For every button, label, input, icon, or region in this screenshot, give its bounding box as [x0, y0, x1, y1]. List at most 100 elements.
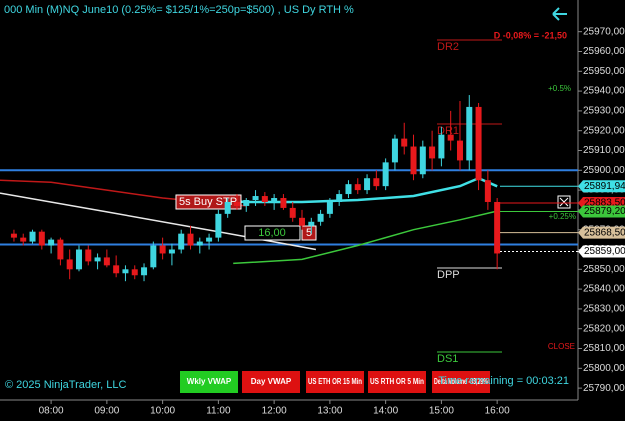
- candle-body: [38, 231, 45, 246]
- candle-body: [252, 196, 259, 200]
- plus-half-label: +0.5%: [548, 84, 571, 93]
- order-qty-box[interactable]: [301, 225, 317, 241]
- candle-body: [215, 213, 222, 238]
- daily-change: D -0,08% = -21,50: [494, 30, 567, 40]
- candle-body: [475, 106, 482, 181]
- y-tick-label: 25910,00: [583, 145, 625, 156]
- candle-body: [20, 237, 27, 242]
- price-label-box: [578, 205, 625, 218]
- candle-body: [66, 259, 73, 270]
- candle-body: [206, 237, 213, 242]
- candle-body: [10, 233, 17, 238]
- chart-title: 000 Min (M)NQ June10 (0.25%= $125/1%=250…: [4, 4, 354, 16]
- price-label-box: [578, 180, 625, 193]
- price-label: 25883,50: [584, 198, 625, 209]
- close-position-icon: [559, 197, 569, 207]
- y-tick-label: 25960,00: [583, 46, 625, 57]
- candle-body: [131, 269, 138, 276]
- y-tick-label: 25970,00: [583, 26, 625, 37]
- candle-body: [178, 233, 185, 250]
- candle-body: [401, 138, 408, 147]
- button-box: [306, 371, 364, 393]
- candle-body: [48, 239, 55, 246]
- button-label: Day VWAP: [251, 377, 292, 386]
- indicator-line: [0, 192, 317, 251]
- button-label: Delta Volume -33,29%: [434, 377, 488, 386]
- y-tick-label: 25800,00: [583, 363, 625, 374]
- candle-body: [410, 146, 417, 175]
- x-tick-label: 14:00: [373, 406, 398, 417]
- x-tick-label: 12:00: [262, 406, 287, 417]
- candle-body: [159, 245, 166, 254]
- button-box: [242, 371, 300, 393]
- indicator-button[interactable]: Day VWAP: [242, 371, 300, 393]
- candle-body: [168, 249, 175, 254]
- candle-body: [280, 198, 287, 208]
- x-tick-label: 15:00: [429, 406, 454, 417]
- candle-body: [271, 198, 278, 202]
- price-label-box: [578, 226, 625, 239]
- order-price-box[interactable]: [244, 225, 301, 241]
- candle-body: [85, 249, 92, 262]
- candle-body: [187, 233, 194, 246]
- candle-body: [75, 249, 82, 270]
- y-tick-label: 25830,00: [583, 304, 625, 315]
- back-arrow[interactable]: [552, 7, 567, 21]
- x-tick-label: 08:00: [39, 406, 64, 417]
- y-tick-label: 25930,00: [583, 106, 625, 117]
- copyright: © 2025 NinjaTrader, LLC: [5, 379, 126, 391]
- candle-body: [141, 267, 148, 276]
- candle-body: [447, 134, 454, 141]
- indicator-button[interactable]: Wkly VWAP: [180, 371, 238, 393]
- candle-body: [299, 217, 306, 226]
- y-tick-label: 25900,00: [583, 165, 625, 176]
- candle-body: [391, 138, 398, 163]
- candle-body: [317, 213, 324, 222]
- candle-body: [150, 245, 157, 268]
- candle-body: [196, 241, 203, 246]
- candle-body: [345, 184, 352, 195]
- candle-body: [224, 201, 231, 214]
- x-tick-label: 13:00: [317, 406, 342, 417]
- candle-body: [484, 180, 491, 202]
- button-box: [432, 371, 490, 393]
- y-tick-label: 25790,00: [583, 383, 625, 394]
- indicator-line: [233, 210, 496, 265]
- price-label: 25859,00: [584, 246, 625, 257]
- candle-body: [494, 201, 501, 254]
- y-tick-label: 25810,00: [583, 343, 625, 354]
- candle-body: [122, 269, 129, 274]
- candle-body: [326, 201, 333, 214]
- indicator-button[interactable]: US ETH OR 15 Min: [306, 371, 364, 393]
- candle-body: [429, 146, 436, 159]
- candle-body: [57, 239, 64, 260]
- ds1-label: DS1: [437, 353, 458, 365]
- indicator-button[interactable]: US RTH OR 5 Min: [368, 371, 426, 393]
- x-tick-label: 11:00: [206, 406, 231, 417]
- dr2-label: DR2: [437, 41, 459, 53]
- y-tick-label: 25920,00: [583, 125, 625, 136]
- price-label-box: [578, 245, 625, 258]
- indicator-button[interactable]: Delta Volume -33,29%: [432, 371, 490, 393]
- order-price: 16,00: [258, 227, 286, 239]
- button-label: US RTH OR 5 Min: [370, 377, 424, 386]
- y-tick-label: 25840,00: [583, 284, 625, 295]
- candle-body: [103, 257, 110, 266]
- x-tick-label: 16:00: [485, 406, 510, 417]
- candle-body: [308, 221, 315, 226]
- candle-body: [354, 184, 361, 191]
- y-tick-label: 25940,00: [583, 86, 625, 97]
- close-position-button[interactable]: [557, 195, 571, 209]
- time-remaining: Time remaining = 00:03:21: [438, 375, 569, 387]
- candle-body: [382, 162, 389, 187]
- y-tick-label: 25950,00: [583, 66, 625, 77]
- candle-body: [113, 265, 120, 274]
- x-tick-label: 09:00: [94, 406, 119, 417]
- candle-body: [289, 207, 296, 218]
- price-label: 25891,94: [584, 181, 625, 192]
- candle-body: [243, 200, 250, 206]
- price-label: 25879,20: [584, 206, 625, 217]
- plus-quarter-label: +0.25%: [549, 212, 576, 221]
- price-label: 25868,50: [584, 227, 625, 238]
